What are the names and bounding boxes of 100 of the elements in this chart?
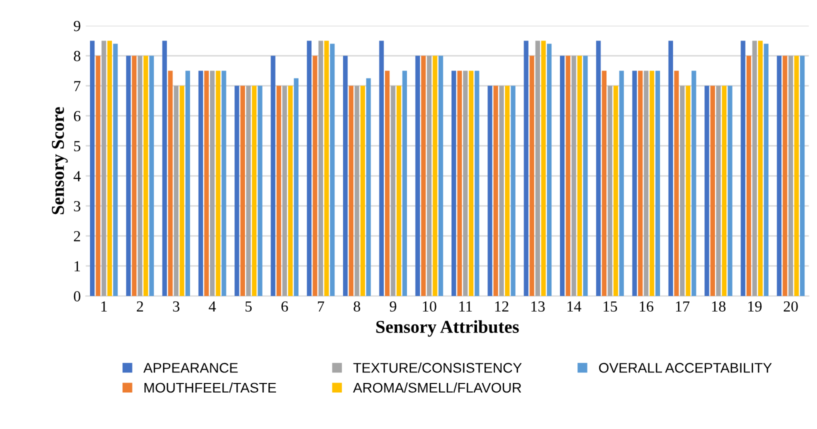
bar <box>535 40 540 296</box>
bar <box>306 40 312 296</box>
bar <box>728 86 732 296</box>
bar <box>90 40 95 296</box>
legend-label: APPEARANCE <box>143 362 238 373</box>
x-tick-label: 15 <box>604 301 618 312</box>
bar <box>330 44 335 296</box>
bar <box>294 78 299 296</box>
bar <box>234 86 240 296</box>
bar <box>546 44 552 296</box>
bar <box>674 70 679 296</box>
bar <box>276 86 282 296</box>
bar <box>126 56 131 296</box>
x-tick-label: 11 <box>459 301 472 312</box>
bar <box>240 86 245 296</box>
bar <box>252 86 257 296</box>
bar <box>794 56 799 296</box>
bar <box>524 40 528 296</box>
bar <box>343 56 348 296</box>
bar <box>655 70 660 296</box>
x-tick-label: 3 <box>173 301 180 312</box>
bar <box>800 56 805 296</box>
bar <box>613 86 618 296</box>
y-tick-label: 1 <box>74 261 80 272</box>
x-tick-label: 2 <box>136 301 143 312</box>
x-tick-label: 10 <box>422 301 436 312</box>
bar <box>96 56 100 296</box>
bar <box>288 86 293 296</box>
bar <box>474 70 480 296</box>
y-tick-label: 7 <box>74 81 80 92</box>
legend-label: AROMA/SMELL/FLAVOUR <box>353 382 522 393</box>
bar <box>638 70 643 296</box>
bar <box>493 86 498 296</box>
bar <box>438 56 444 296</box>
bar <box>452 70 456 296</box>
bar <box>348 86 354 296</box>
legend-label: MOUTHFEEL/TASTE <box>144 382 276 393</box>
bar <box>782 56 788 296</box>
x-tick-label: 9 <box>390 301 396 312</box>
x-tick-label: 18 <box>712 301 726 312</box>
bar <box>541 40 546 296</box>
bar <box>764 44 768 296</box>
bar <box>583 56 588 296</box>
bar <box>379 40 384 296</box>
bar <box>457 70 462 296</box>
bar <box>716 86 721 296</box>
x-tick-label: 14 <box>568 301 582 312</box>
bar <box>619 70 624 296</box>
bar <box>421 56 426 296</box>
bar <box>180 86 184 296</box>
bar <box>149 56 154 296</box>
bar <box>426 56 432 296</box>
bar <box>210 70 215 296</box>
bar <box>530 56 534 296</box>
bar <box>758 40 763 296</box>
legend-label: TEXTURE/CONSISTENCY <box>353 362 522 373</box>
bar <box>686 86 690 296</box>
x-tick-label: 5 <box>246 301 252 312</box>
x-tick-label: 1 <box>101 301 107 312</box>
bar <box>432 56 438 296</box>
bar <box>644 70 648 296</box>
bar <box>650 70 654 296</box>
bar <box>162 40 167 296</box>
bar <box>415 56 420 296</box>
bar <box>602 70 607 296</box>
y-tick-label: 2 <box>74 231 80 242</box>
bar <box>752 40 757 296</box>
bar <box>510 86 516 296</box>
bar <box>324 40 329 296</box>
bar <box>710 86 715 296</box>
x-tick-label: 19 <box>748 301 762 312</box>
bar <box>788 56 794 296</box>
bar <box>270 56 276 296</box>
x-tick-label: 4 <box>208 301 216 312</box>
bar <box>632 70 637 296</box>
bar <box>505 86 510 296</box>
bar <box>577 56 582 296</box>
y-tick-label: 8 <box>74 50 80 62</box>
y-axis-title: Sensory Score <box>52 107 68 214</box>
bar <box>174 86 178 296</box>
bar <box>168 70 173 296</box>
bar <box>680 86 685 296</box>
bar <box>740 40 746 296</box>
bar <box>566 56 570 296</box>
x-tick-label: 17 <box>676 301 690 312</box>
bar <box>468 70 474 296</box>
bar <box>746 56 752 296</box>
bar <box>143 56 148 296</box>
bar <box>704 86 710 296</box>
bar <box>185 70 190 296</box>
legend-label: OVERALL ACCEPTABILITY <box>599 362 772 373</box>
bar <box>354 86 360 296</box>
bar <box>132 56 137 296</box>
bar <box>222 70 226 296</box>
bar <box>560 56 565 296</box>
x-tick-label: 7 <box>318 301 324 312</box>
bar <box>384 70 390 296</box>
bar <box>246 86 251 296</box>
bar <box>282 86 287 296</box>
bar <box>138 56 142 296</box>
